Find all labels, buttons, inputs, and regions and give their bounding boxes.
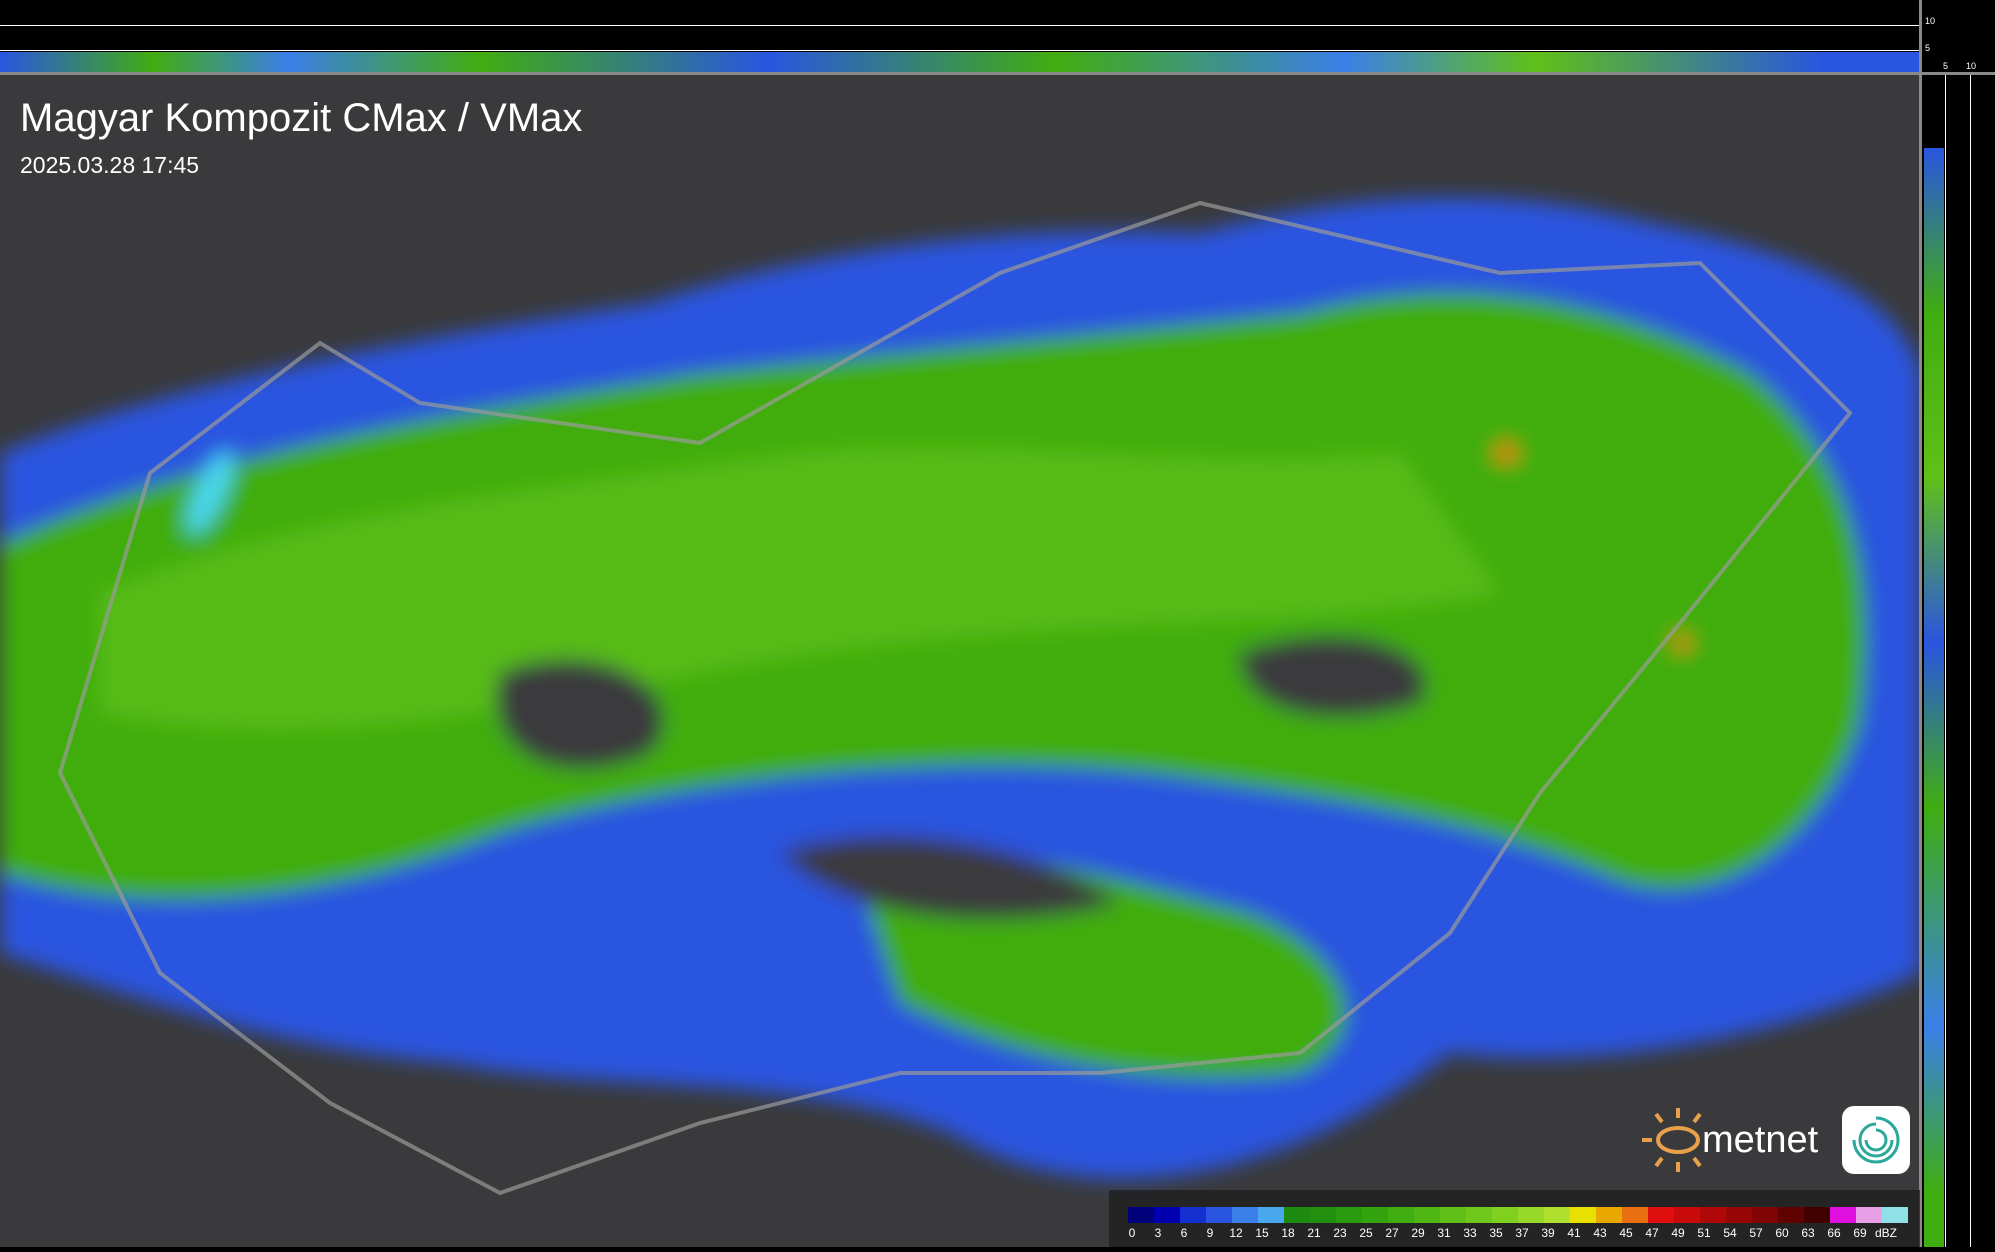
legend-swatch: [1596, 1207, 1622, 1223]
dbz-color-legend: 0 3 6 9 12 15 18 21 23 25 27 29 31 33 35 37 39 41 43 45 47 49…: [1109, 1190, 1920, 1247]
legend-swatch: [1206, 1207, 1232, 1223]
profile-echo-strip: [0, 52, 1920, 72]
legend-label: 51: [1697, 1226, 1711, 1240]
legend-swatch: [1440, 1207, 1466, 1223]
legend-label: 49: [1671, 1226, 1685, 1240]
legend-label: 45: [1619, 1226, 1633, 1240]
legend-label: 21: [1307, 1226, 1321, 1240]
legend-swatch: [1518, 1207, 1544, 1223]
legend-label: 66: [1827, 1226, 1841, 1240]
legend-label: 18: [1281, 1226, 1295, 1240]
legend-swatch: [1752, 1207, 1778, 1223]
legend-label: 27: [1385, 1226, 1399, 1240]
profile-line-5: [0, 50, 1920, 51]
legend-label: 43: [1593, 1226, 1607, 1240]
legend-label: 3: [1154, 1226, 1162, 1240]
legend-label: 31: [1437, 1226, 1451, 1240]
legend-swatch: [1258, 1207, 1284, 1223]
profile-echo-strip: [1924, 148, 1944, 1247]
app-badge: [1842, 1106, 1910, 1174]
legend-label: dBZ: [1874, 1226, 1897, 1240]
metnet-logo: metnet: [1636, 1104, 1916, 1176]
right-height-profile: [1922, 0, 1995, 1247]
legend-label: 35: [1489, 1226, 1503, 1240]
legend-swatch: [1128, 1207, 1154, 1223]
legend-label: 54: [1723, 1226, 1737, 1240]
legend-label: 37: [1515, 1226, 1529, 1240]
tick-label: 5: [1925, 43, 1931, 53]
legend-swatch: [1726, 1207, 1752, 1223]
legend-label: 0: [1128, 1226, 1136, 1240]
panel-divider: [1919, 0, 1922, 1247]
legend-label: 60: [1775, 1226, 1789, 1240]
legend-swatch: [1622, 1207, 1648, 1223]
profile-line-5: [1945, 73, 1946, 1247]
legend-label: 39: [1541, 1226, 1555, 1240]
tick-label: 5: [1943, 61, 1949, 71]
legend-swatch: [1180, 1207, 1206, 1223]
radar-map[interactable]: [0, 73, 1920, 1247]
profile-line-10: [0, 25, 1920, 26]
legend-swatch: [1674, 1207, 1700, 1223]
legend-swatch: [1856, 1207, 1882, 1223]
legend-label: 15: [1255, 1226, 1269, 1240]
legend-swatch: [1648, 1207, 1674, 1223]
legend-swatch: [1284, 1207, 1310, 1223]
map-title: Magyar Kompozit CMax / VMax: [20, 96, 583, 140]
legend-swatch: [1492, 1207, 1518, 1223]
brand-text: metnet: [1702, 1119, 1819, 1161]
legend-swatch: [1804, 1207, 1830, 1223]
sun-icon: [1642, 1108, 1702, 1172]
legend-label: 25: [1359, 1226, 1373, 1240]
tick-label: 10: [1925, 16, 1936, 26]
legend-swatch: [1570, 1207, 1596, 1223]
legend-label: 63: [1801, 1226, 1815, 1240]
legend-swatch: [1310, 1207, 1336, 1223]
legend-label: 23: [1333, 1226, 1347, 1240]
swirl-icon: [1852, 1116, 1900, 1164]
legend-swatch: [1778, 1207, 1804, 1223]
legend-labels: 0 3 6 9 12 15 18 21 23 25 27 29 31 33 35 37 39 41 43 45 47 49…: [1119, 1226, 1899, 1240]
legend-swatch: [1830, 1207, 1856, 1223]
map-timestamp: 2025.03.28 17:45: [20, 152, 200, 178]
legend-label: 9: [1206, 1226, 1214, 1240]
tick-label: 10: [1966, 61, 1977, 71]
legend-label: 29: [1411, 1226, 1425, 1240]
legend-label: 6: [1180, 1226, 1188, 1240]
legend-swatches: [1128, 1207, 1908, 1223]
legend-label: 41: [1567, 1226, 1581, 1240]
legend-swatch: [1466, 1207, 1492, 1223]
legend-label: 47: [1645, 1226, 1659, 1240]
legend-swatch: [1154, 1207, 1180, 1223]
top-height-profile: [0, 0, 1920, 73]
legend-swatch: [1544, 1207, 1570, 1223]
legend-swatch: [1700, 1207, 1726, 1223]
country-border: [57, 200, 1853, 1196]
legend-label: 33: [1463, 1226, 1477, 1240]
panel-divider: [0, 72, 1995, 75]
legend-label: 69: [1853, 1226, 1867, 1240]
legend-swatch: [1414, 1207, 1440, 1223]
radar-echoes: [0, 197, 1920, 1180]
legend-swatch: [1882, 1207, 1908, 1223]
legend-swatch: [1388, 1207, 1414, 1223]
profile-line-10: [1970, 73, 1971, 1247]
legend-label: 12: [1229, 1226, 1243, 1240]
legend-swatch: [1362, 1207, 1388, 1223]
legend-label: 57: [1749, 1226, 1763, 1240]
legend-swatch: [1336, 1207, 1362, 1223]
legend-swatch: [1232, 1207, 1258, 1223]
